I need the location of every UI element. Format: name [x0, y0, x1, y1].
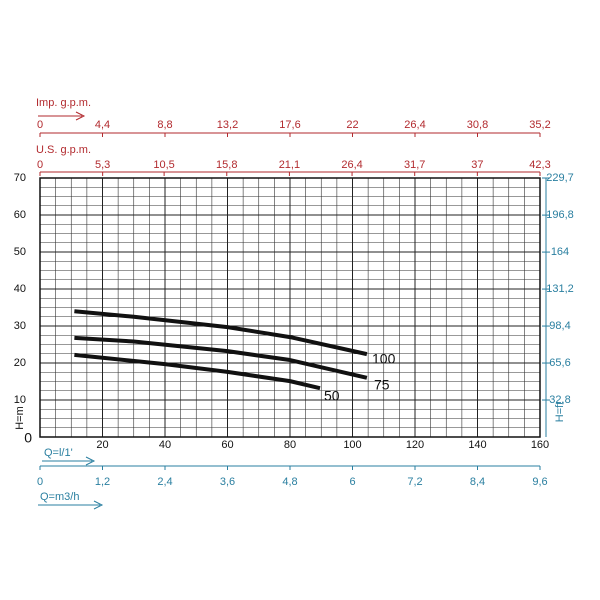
- m3h-axis-label: Q=m3/h: [40, 491, 79, 503]
- tick-label: 196,8: [546, 209, 574, 221]
- pump-curve: [74, 335, 368, 380]
- tick-label: 15,8: [216, 159, 237, 171]
- arrow: [38, 111, 86, 121]
- x-tick-label: 120: [406, 439, 424, 451]
- y-tick-label: 20: [14, 357, 26, 369]
- y-axis-label: H=m: [14, 406, 26, 430]
- arrow: [38, 500, 104, 510]
- tick-label: 21,1: [279, 159, 300, 171]
- tick-label: 65,6: [549, 357, 570, 369]
- curve-label: 75: [374, 377, 390, 393]
- curve-label: 50: [324, 388, 340, 404]
- tick-label: 26,4: [404, 119, 425, 131]
- tick-label: 4,4: [95, 119, 110, 131]
- tick-label: 35,2: [529, 119, 550, 131]
- tick-label: 31,7: [404, 159, 425, 171]
- tick-label: 17,6: [279, 119, 300, 131]
- tick-label: 7,2: [407, 476, 422, 488]
- tick-label: 164: [551, 246, 569, 258]
- tick-label: 0: [37, 159, 43, 171]
- pump-curve: [74, 309, 368, 357]
- us-axis-label: U.S. g.p.m.: [36, 144, 91, 156]
- tick-label: 13,2: [217, 119, 238, 131]
- x-tick-label: 160: [531, 439, 549, 451]
- y-tick-label: 30: [14, 320, 26, 332]
- tick-label: 32,8: [549, 394, 570, 406]
- y-tick-label: 40: [14, 283, 26, 295]
- x-tick-label: 140: [468, 439, 486, 451]
- tick-label: 131,2: [546, 283, 574, 295]
- x-tick-label: 100: [343, 439, 361, 451]
- tick-label: 37: [471, 159, 483, 171]
- y-tick-label: 60: [14, 209, 26, 221]
- ft-axis-label: H=ft: [554, 402, 566, 422]
- tick-label: 3,6: [220, 476, 235, 488]
- tick-label: 6: [349, 476, 355, 488]
- x-tick-label: 20: [96, 439, 108, 451]
- tick-label: 10,5: [153, 159, 174, 171]
- plot-frame: [39, 177, 541, 438]
- imp-axis-label: Imp. g.p.m.: [36, 97, 91, 109]
- y-tick-label: 0: [24, 430, 32, 446]
- tick-label: 42,3: [529, 159, 550, 171]
- y-tick-label: 50: [14, 246, 26, 258]
- tick-label: 0: [37, 119, 43, 131]
- y-tick-label: 70: [14, 172, 26, 184]
- tick-label: 5,3: [95, 159, 110, 171]
- pump-curve: [74, 352, 321, 391]
- y-tick-label: 10: [14, 394, 26, 406]
- tick-label: 8,4: [470, 476, 485, 488]
- curve-label: 100: [372, 351, 396, 367]
- tick-label: 0: [37, 476, 43, 488]
- arrow: [42, 456, 96, 466]
- tick-label: 22: [346, 119, 358, 131]
- x-tick-label: 40: [159, 439, 171, 451]
- tick-label: 2,4: [157, 476, 172, 488]
- tick-label: 26,4: [341, 159, 362, 171]
- tick-label: 8,8: [157, 119, 172, 131]
- x-tick-label: 80: [284, 439, 296, 451]
- x-tick-label: 60: [221, 439, 233, 451]
- tick-label: 98,4: [549, 320, 570, 332]
- tick-label: 9,6: [532, 476, 547, 488]
- tick-label: 229,7: [546, 172, 574, 184]
- tick-label: 30,8: [467, 119, 488, 131]
- tick-label: 4,8: [282, 476, 297, 488]
- x-axis-label: Q=l/1': [44, 447, 73, 459]
- tick-label: 1,2: [95, 476, 110, 488]
